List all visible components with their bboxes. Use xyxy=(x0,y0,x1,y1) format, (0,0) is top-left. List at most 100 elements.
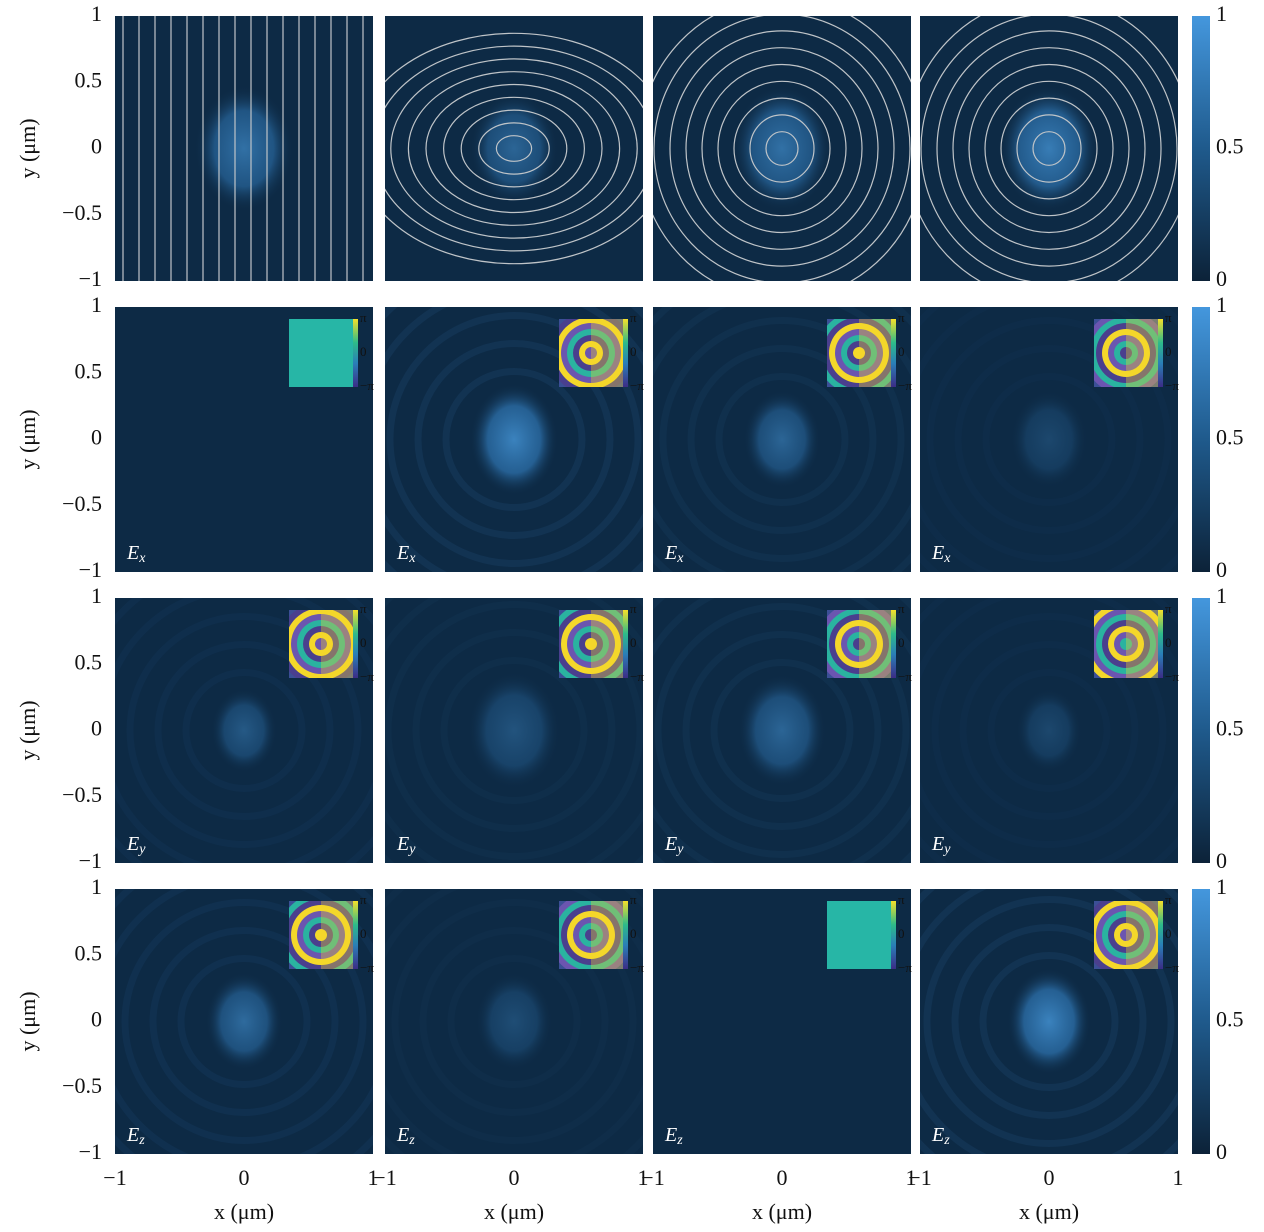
colorbar-tick-label: 1 xyxy=(1216,1,1227,26)
colorbar-tick-label: 0 xyxy=(1216,266,1227,291)
x-tick-label: −1 xyxy=(908,1165,931,1190)
intensity-blob xyxy=(468,672,560,790)
component-symbol: E xyxy=(664,1124,677,1146)
y-tick-label: 0.5 xyxy=(75,940,103,965)
phase-inset xyxy=(1084,893,1168,977)
intensity-blob xyxy=(733,86,832,212)
colorbar-tick-label: 0.5 xyxy=(1216,1007,1244,1032)
phase-map xyxy=(289,319,353,387)
colorbar-tick-label: 0 xyxy=(1216,848,1227,873)
x-axis-label: x (μm) xyxy=(752,1199,812,1224)
intensity-blob xyxy=(1007,968,1091,1074)
y-tick-label: 1 xyxy=(91,1,102,26)
phase-tick-label: 0 xyxy=(1165,344,1172,359)
y-tick-label: 0 xyxy=(91,1007,102,1032)
panel-content xyxy=(334,260,694,620)
colorbar-tick-label: 0 xyxy=(1216,557,1227,582)
x-tick-label: 0 xyxy=(777,1165,788,1190)
y-tick-label: 0.5 xyxy=(75,67,103,92)
component-symbol: E xyxy=(664,542,677,564)
component-subscript: y xyxy=(942,842,951,857)
component-symbol: E xyxy=(931,1124,944,1146)
intensity-blob xyxy=(476,973,553,1071)
phase-tick-label: π xyxy=(1165,310,1172,325)
phase-tick-label: 0 xyxy=(360,635,367,650)
phase-tick-label: −π xyxy=(360,960,374,975)
component-subscript: x xyxy=(408,551,416,566)
phase-tick-label: 0 xyxy=(898,635,905,650)
x-axis-label: x (μm) xyxy=(214,1199,274,1224)
phase-colorbar xyxy=(1158,610,1163,678)
phase-colorbar xyxy=(891,319,896,387)
y-axis-label: y (μm) xyxy=(15,700,40,760)
phase-tick-label: π xyxy=(360,892,367,907)
phase-split xyxy=(859,319,891,387)
component-subscript: y xyxy=(675,842,684,857)
y-axis-label: y (μm) xyxy=(15,991,40,1051)
phase-tick-label: 0 xyxy=(630,344,637,359)
colorbar-tick-label: 0.5 xyxy=(1216,134,1244,159)
phase-tick-label: π xyxy=(360,601,367,616)
phase-inset xyxy=(289,319,353,387)
intensity-blob xyxy=(738,675,826,787)
phase-tick-label: 0 xyxy=(360,926,367,941)
y-tick-label: 0 xyxy=(91,716,102,741)
phase-tick-label: π xyxy=(1165,892,1172,907)
component-subscript: z xyxy=(138,1133,145,1148)
intensity-blob xyxy=(744,391,821,489)
intensity-blob xyxy=(1011,391,1088,489)
intensity-blob xyxy=(470,93,558,205)
y-tick-label: −1 xyxy=(79,266,102,291)
intensity-blob xyxy=(195,86,294,212)
x-axis-label: x (μm) xyxy=(484,1199,544,1224)
phase-inset xyxy=(549,893,633,977)
colorbar-tick-label: 0.5 xyxy=(1216,425,1244,450)
x-axis-label: x (μm) xyxy=(1019,1199,1079,1224)
x-tick-label: 1 xyxy=(1173,1165,1184,1190)
x-tick-label: −1 xyxy=(373,1165,396,1190)
phase-tick-label: 0 xyxy=(1165,926,1172,941)
component-subscript: x xyxy=(943,551,951,566)
phase-inset xyxy=(549,602,633,686)
y-tick-label: −1 xyxy=(79,557,102,582)
intensity-blob xyxy=(211,689,277,773)
phase-split xyxy=(1126,901,1158,969)
y-tick-label: −0.5 xyxy=(62,200,102,225)
y-tick-label: 1 xyxy=(91,292,102,317)
phase-tick-label: 0 xyxy=(898,344,905,359)
component-symbol: E xyxy=(396,542,409,564)
colorbar xyxy=(1192,598,1210,863)
phase-split xyxy=(591,610,623,678)
intensity-blob xyxy=(470,384,558,496)
phase-tick-label: −π xyxy=(630,378,644,393)
phase-split xyxy=(591,319,623,387)
phase-tick-label: −π xyxy=(630,669,644,684)
phase-tick-label: π xyxy=(630,601,637,616)
phase-tick-label: −π xyxy=(1165,960,1179,975)
phase-tick-label: −π xyxy=(360,378,374,393)
phase-tick-label: −π xyxy=(898,960,912,975)
phase-tick-label: π xyxy=(898,310,905,325)
component-symbol: E xyxy=(396,1124,409,1146)
x-tick-label: −1 xyxy=(103,1165,126,1190)
x-tick-label: −1 xyxy=(641,1165,664,1190)
y-tick-label: 0 xyxy=(91,134,102,159)
phase-tick-label: −π xyxy=(898,669,912,684)
phase-colorbar xyxy=(891,901,896,969)
component-symbol: E xyxy=(396,833,409,855)
phase-colorbar xyxy=(353,319,358,387)
phase-tick-label: π xyxy=(898,892,905,907)
phase-colorbar xyxy=(353,610,358,678)
phase-tick-label: −π xyxy=(630,960,644,975)
phase-inset xyxy=(549,311,633,395)
phase-inset xyxy=(1084,311,1168,395)
y-axis-label: y (μm) xyxy=(15,118,40,178)
component-symbol: E xyxy=(931,833,944,855)
colorbar-tick-label: 1 xyxy=(1216,874,1227,899)
phase-colorbar xyxy=(1158,901,1163,969)
component-symbol: E xyxy=(126,542,139,564)
colorbar xyxy=(1192,16,1210,281)
phase-split xyxy=(1126,610,1158,678)
component-subscript: x xyxy=(138,551,146,566)
phase-inset xyxy=(279,893,363,977)
